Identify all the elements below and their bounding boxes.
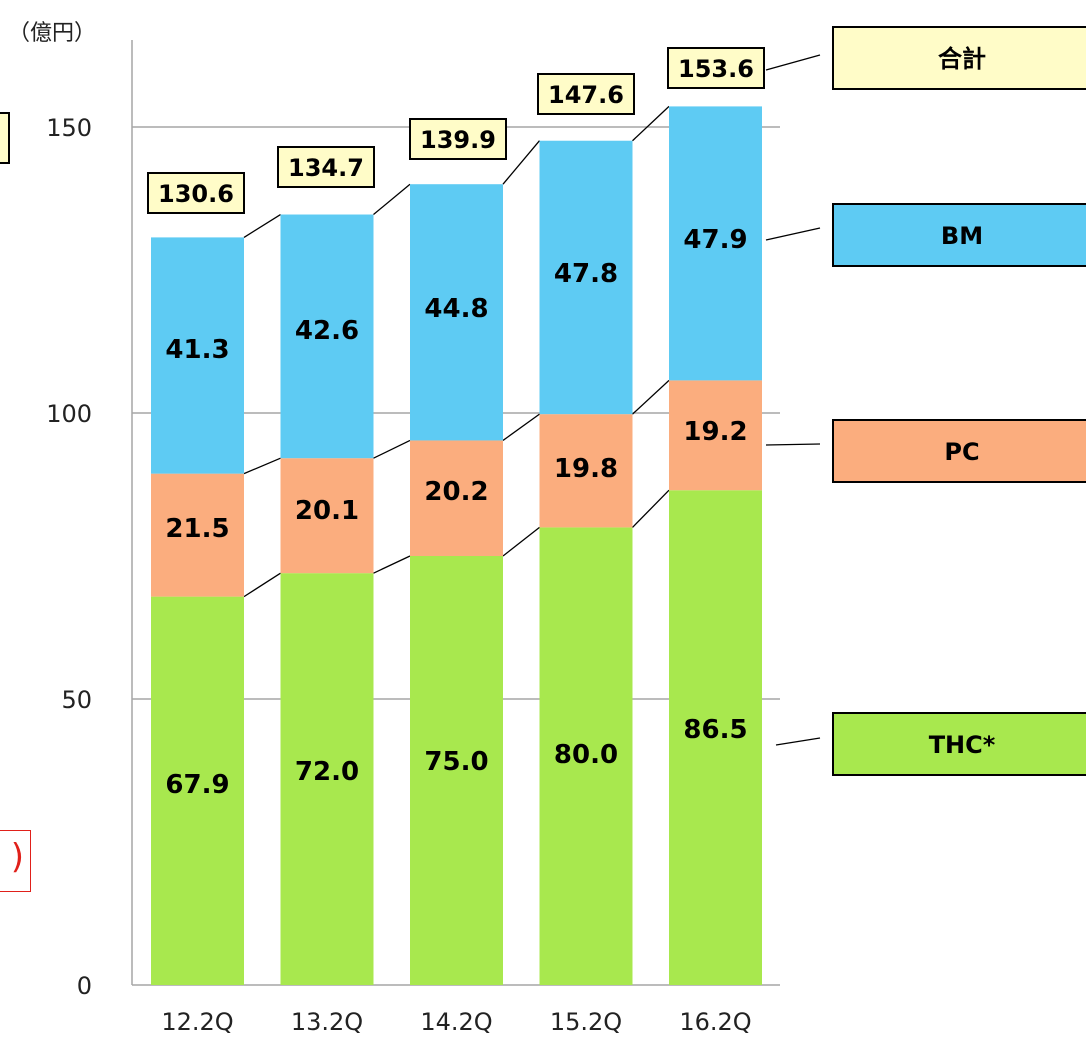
- total-label-13.2Q: 134.7: [288, 154, 364, 182]
- clipped-total-box-fragment: [0, 112, 10, 164]
- legend-box-BM: [832, 203, 1086, 267]
- bar-THC-16.2Q: [669, 490, 762, 985]
- bar-BM-16.2Q: [669, 106, 762, 381]
- legend-callout-line-total: [765, 54, 821, 71]
- value-label-PC-15.2Q: 19.8: [554, 454, 618, 484]
- y-tick-label-0: 0: [77, 972, 92, 1000]
- total-label-14.2Q: 139.9: [420, 126, 496, 154]
- value-label-THC-15.2Q: 80.0: [554, 740, 618, 770]
- legend-callout-line-THC: [775, 737, 821, 746]
- connector-line-1-2: [373, 439, 411, 459]
- bar-PC-14.2Q: [410, 440, 503, 556]
- x-tick-label-14.2Q: 14.2Q: [420, 1008, 492, 1036]
- bar-BM-14.2Q: [410, 184, 503, 441]
- legend-label-total: 合計: [938, 45, 986, 73]
- value-label-BM-14.2Q: 44.8: [424, 294, 488, 324]
- y-tick-label-50: 50: [61, 686, 92, 714]
- bar-PC-12.2Q: [151, 473, 244, 597]
- bar-THC-15.2Q: [539, 527, 633, 985]
- y-axis-unit-label: （億円）: [8, 21, 96, 46]
- total-box-12.2Q: [147, 172, 245, 214]
- legend-box-PC: [832, 419, 1086, 483]
- connector-line-0-1: [243, 572, 281, 598]
- legend-box-THC: [832, 712, 1086, 776]
- y-tick-label-150: 150: [46, 114, 92, 142]
- legend-label-BM: BM: [941, 222, 983, 250]
- connector-line-1-1: [373, 555, 411, 574]
- legend-callout-line-BM: [765, 227, 821, 241]
- x-tick-label-15.2Q: 15.2Q: [550, 1008, 622, 1036]
- value-label-THC-16.2Q: 86.5: [683, 715, 747, 745]
- bar-THC-12.2Q: [151, 596, 244, 985]
- connector-line-3-3: [632, 105, 670, 142]
- value-label-PC-12.2Q: 21.5: [165, 514, 229, 544]
- total-box-13.2Q: [277, 146, 375, 188]
- bar-PC-13.2Q: [280, 458, 374, 574]
- total-label-16.2Q: 153.6: [678, 55, 754, 83]
- bar-PC-16.2Q: [669, 380, 762, 491]
- value-label-THC-13.2Q: 72.0: [295, 757, 359, 787]
- value-label-BM-15.2Q: 47.8: [554, 259, 618, 289]
- x-tick-label-16.2Q: 16.2Q: [679, 1008, 751, 1036]
- x-tick-label-13.2Q: 13.2Q: [291, 1008, 363, 1036]
- clipped-red-callout-fragment: ): [0, 830, 31, 892]
- bar-PC-15.2Q: [539, 414, 633, 528]
- value-label-PC-16.2Q: 19.2: [683, 417, 747, 447]
- y-tick-label-100: 100: [46, 400, 92, 428]
- value-label-THC-12.2Q: 67.9: [165, 770, 229, 800]
- bar-THC-14.2Q: [410, 556, 503, 985]
- bar-BM-15.2Q: [539, 140, 633, 415]
- connector-line-0-3: [243, 213, 281, 238]
- legend-label-THC: THC*: [929, 731, 996, 759]
- value-label-THC-14.2Q: 75.0: [424, 747, 488, 777]
- total-box-16.2Q: [667, 47, 765, 89]
- bar-BM-13.2Q: [280, 214, 374, 459]
- bar-THC-13.2Q: [280, 573, 374, 985]
- connector-line-2-2: [502, 413, 540, 441]
- total-label-12.2Q: 130.6: [158, 180, 234, 208]
- bar-BM-12.2Q: [151, 237, 244, 474]
- value-label-PC-13.2Q: 20.1: [295, 496, 359, 526]
- total-label-15.2Q: 147.6: [548, 81, 624, 109]
- value-label-BM-12.2Q: 41.3: [165, 335, 229, 365]
- value-label-PC-14.2Q: 20.2: [424, 477, 488, 507]
- clipped-red-callout-text: ): [10, 837, 24, 877]
- value-label-BM-16.2Q: 47.9: [683, 225, 747, 255]
- connector-line-2-3: [502, 140, 540, 185]
- legend-callout-line-PC: [765, 443, 821, 446]
- connector-line-1-3: [373, 183, 411, 216]
- legend-box-total: [832, 26, 1086, 90]
- connector-line-2-1: [502, 526, 540, 557]
- value-label-BM-13.2Q: 42.6: [295, 316, 359, 346]
- legend-label-PC: PC: [944, 438, 979, 466]
- connector-line-3-1: [632, 489, 670, 528]
- connector-line-3-2: [632, 379, 670, 415]
- total-box-15.2Q: [537, 73, 635, 115]
- x-tick-label-12.2Q: 12.2Q: [161, 1008, 233, 1036]
- total-box-14.2Q: [409, 118, 507, 160]
- connector-line-0-2: [243, 457, 281, 475]
